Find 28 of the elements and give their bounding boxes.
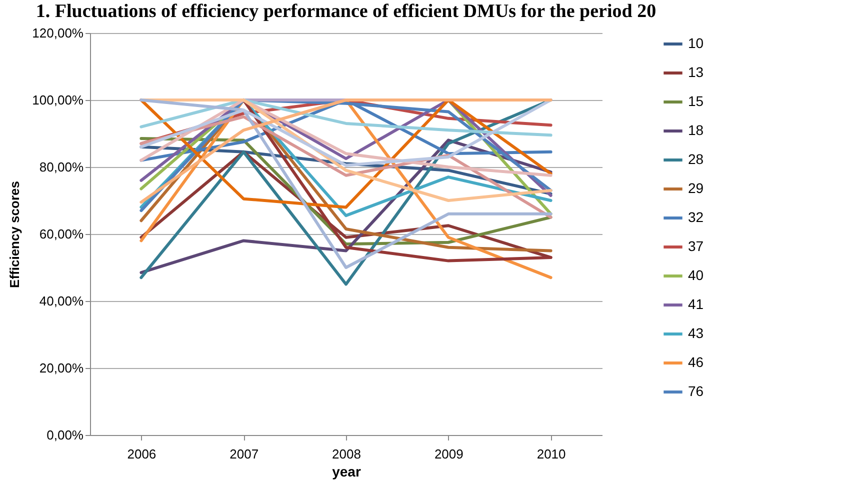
y-tick-label: 120,00% xyxy=(32,26,84,40)
legend-label: 13 xyxy=(688,64,704,80)
y-tick-label: 100,00% xyxy=(32,92,84,108)
y-tick-label: 40,00% xyxy=(39,294,84,308)
y-tick-label: 20,00% xyxy=(39,360,84,376)
legend-label: 41 xyxy=(688,296,704,312)
x-tick-label: 2009 xyxy=(434,446,464,462)
y-tick-label: 0,00% xyxy=(46,428,84,442)
legend-label: 46 xyxy=(688,354,704,370)
x-tick-label: 2006 xyxy=(127,446,156,462)
x-tick-label: 2007 xyxy=(230,446,259,462)
legend-label: 28 xyxy=(688,151,704,167)
legend-label: 32 xyxy=(688,209,704,225)
x-axis-title: year xyxy=(332,464,362,480)
x-tick-label: 2010 xyxy=(536,446,566,462)
y-axis-title: Efficiency scores xyxy=(7,181,22,288)
legend-label: 10 xyxy=(688,35,704,51)
legend-label: 15 xyxy=(688,93,704,109)
x-tick-label: 2008 xyxy=(332,446,361,462)
y-tick-label: 60,00% xyxy=(39,226,84,242)
chart-title: 1. Fluctuations of efficiency performance of efficient DMUs for the period 20 xyxy=(36,1,656,22)
y-tick-label: 80,00% xyxy=(39,160,84,174)
legend-label: 43 xyxy=(688,325,704,341)
legend-label: 37 xyxy=(688,238,704,254)
legend-label: 40 xyxy=(688,267,704,283)
legend-label: 18 xyxy=(688,122,704,138)
legend-label: 76 xyxy=(688,383,704,399)
legend-label: 29 xyxy=(688,180,704,196)
